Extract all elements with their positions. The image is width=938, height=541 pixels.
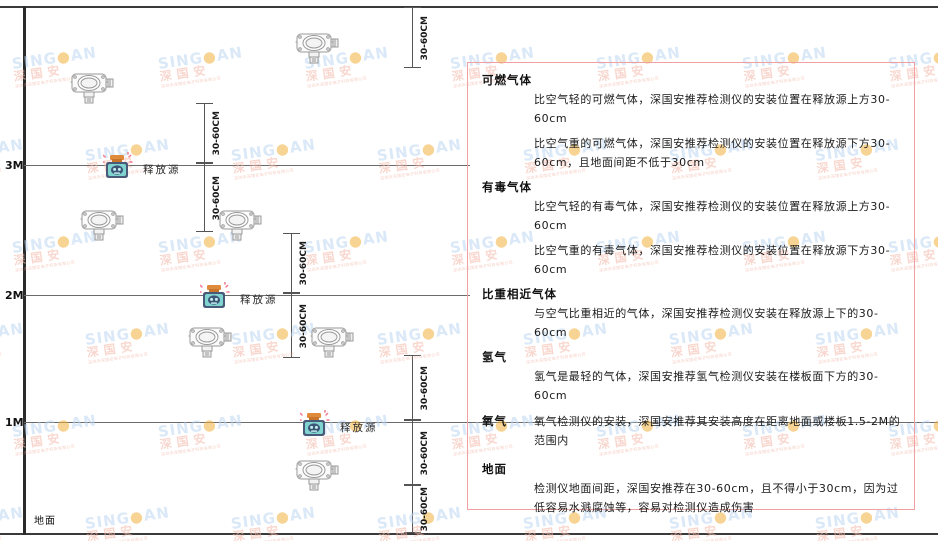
section-paragraph-similar-density-0: 与空气比重相近的气体，深国安推荐检测仪安装在释放源上下的30-60cm bbox=[534, 307, 879, 339]
release-source-icon bbox=[101, 151, 133, 178]
dimension-label-4: 30-60CM bbox=[420, 15, 430, 60]
release-source-icon bbox=[298, 409, 330, 436]
section-heading-hydrogen: 氢气 bbox=[482, 350, 507, 364]
dimension-line-3 bbox=[283, 293, 300, 358]
section-paragraph-toxic-1: 比空气重的有毒气体，深国安推荐检测仪的安装位置在释放源下方30-60cm bbox=[534, 244, 891, 276]
detector-4 bbox=[188, 322, 234, 366]
detector-2 bbox=[80, 205, 126, 249]
section-heading-oxygen: 氧气 bbox=[482, 414, 507, 428]
section-heading-toxic: 有毒气体 bbox=[482, 180, 532, 194]
section-hydrogen: 氢气氢气是最轻的气体，深国安推荐氢气检测仪安装在楼板面下方的30-60cm bbox=[482, 348, 902, 405]
level-line-3M bbox=[24, 165, 470, 166]
dimension-label-5: 30-60CM bbox=[420, 365, 430, 410]
detector-3 bbox=[218, 205, 264, 249]
section-toxic: 有毒气体 比空气轻的有毒气体，深国安推荐检测仪的安装位置在释放源上方30-60cm… bbox=[482, 178, 902, 279]
frame-bottom-border bbox=[0, 533, 938, 535]
release-source-1 bbox=[198, 281, 234, 320]
section-paragraph-ground-0: 检测仪地面间距，深国安推荐在30-60cm，且不得小于30cm，因为过低容易水溅… bbox=[534, 482, 899, 514]
gas-detector-icon bbox=[295, 33, 339, 64]
section-ground: 地面检测仪地面间距，深国安推荐在30-60cm，且不得小于30cm，因为过低容易… bbox=[482, 460, 902, 517]
section-heading-ground: 地面 bbox=[482, 462, 507, 476]
level-line-1M bbox=[24, 422, 938, 423]
release-source-label-2: 释放源 bbox=[340, 422, 378, 434]
level-label-1M: 1M bbox=[5, 416, 24, 429]
section-heading-flammable: 可燃气体 bbox=[482, 73, 532, 87]
dimension-line-0 bbox=[196, 103, 213, 163]
info-panel: 可燃气体 比空气轻的可燃气体，深国安推荐检测仪的安装位置在释放源上方30-60cm… bbox=[467, 62, 915, 514]
gas-detector-icon bbox=[80, 210, 124, 241]
release-source-icon bbox=[198, 281, 230, 308]
section-similar-density: 比重相近气体与空气比重相近的气体，深国安推荐检测仪安装在释放源上下的30-60c… bbox=[482, 285, 902, 342]
ground-label: 地面 bbox=[34, 516, 56, 527]
section-flammable: 可燃气体 比空气轻的可燃气体，深国安推荐检测仪的安装位置在释放源上方30-60cm… bbox=[482, 71, 902, 172]
release-source-label-1: 释放源 bbox=[240, 294, 278, 306]
section-heading-similar-density: 比重相近气体 bbox=[482, 287, 557, 301]
section-paragraph-hydrogen-0: 氢气是最轻的气体，深国安推荐氢气检测仪安装在楼板面下方的30-60cm bbox=[534, 370, 879, 402]
dimension-line-5 bbox=[404, 355, 421, 420]
section-paragraph-flammable-0: 比空气轻的可燃气体，深国安推荐检测仪的安装位置在释放源上方30-60cm bbox=[534, 93, 891, 125]
section-paragraph-oxygen-0: 氧气检测仪的安装，深国安推荐其安装高度在距离地面或楼板1.5-2M的范围内 bbox=[534, 415, 901, 447]
detector-0 bbox=[70, 68, 116, 112]
dimension-line-6 bbox=[404, 420, 421, 485]
release-source-0 bbox=[101, 151, 137, 190]
gas-detector-icon bbox=[218, 210, 262, 241]
detector-5 bbox=[310, 322, 356, 366]
dimension-line-7 bbox=[404, 485, 421, 533]
dimension-label-2: 30-60CM bbox=[299, 241, 309, 286]
detector-6 bbox=[295, 455, 341, 499]
dimension-label-7: 30-60CM bbox=[420, 487, 430, 532]
release-source-2 bbox=[298, 409, 334, 448]
level-label-3M: 3M bbox=[5, 159, 24, 172]
level-line-2M bbox=[24, 295, 470, 296]
dimension-line-4 bbox=[404, 7, 421, 68]
section-paragraph-flammable-1: 比空气重的可燃气体，深国安推荐检测仪的安装位置在释放源下方30-60cm，且地面… bbox=[534, 137, 891, 169]
section-paragraph-toxic-0: 比空气轻的有毒气体，深国安推荐检测仪的安装位置在释放源上方30-60cm bbox=[534, 200, 891, 232]
gas-detector-icon bbox=[310, 327, 354, 358]
section-oxygen: 氧气 氧气检测仪的安装，深国安推荐其安装高度在距离地面或楼板1.5-2M的范围内 bbox=[482, 411, 902, 456]
vertical-axis bbox=[23, 6, 26, 535]
dimension-label-6: 30-60CM bbox=[420, 430, 430, 475]
gas-detector-icon bbox=[188, 327, 232, 358]
detector-1 bbox=[295, 28, 341, 72]
dimension-label-3: 30-60CM bbox=[299, 303, 309, 348]
dimension-label-0: 30-60CM bbox=[212, 111, 222, 156]
info-panel-content: 可燃气体 比空气轻的可燃气体，深国安推荐检测仪的安装位置在释放源上方30-60cm… bbox=[468, 63, 914, 514]
release-source-label-0: 释放源 bbox=[143, 164, 181, 176]
gas-detector-icon bbox=[295, 460, 339, 491]
dimension-line-1 bbox=[196, 163, 213, 232]
gas-detector-icon bbox=[70, 73, 114, 104]
dimension-line-2 bbox=[283, 233, 300, 293]
level-label-2M: 2M bbox=[5, 289, 24, 302]
frame-top-border bbox=[0, 6, 938, 8]
